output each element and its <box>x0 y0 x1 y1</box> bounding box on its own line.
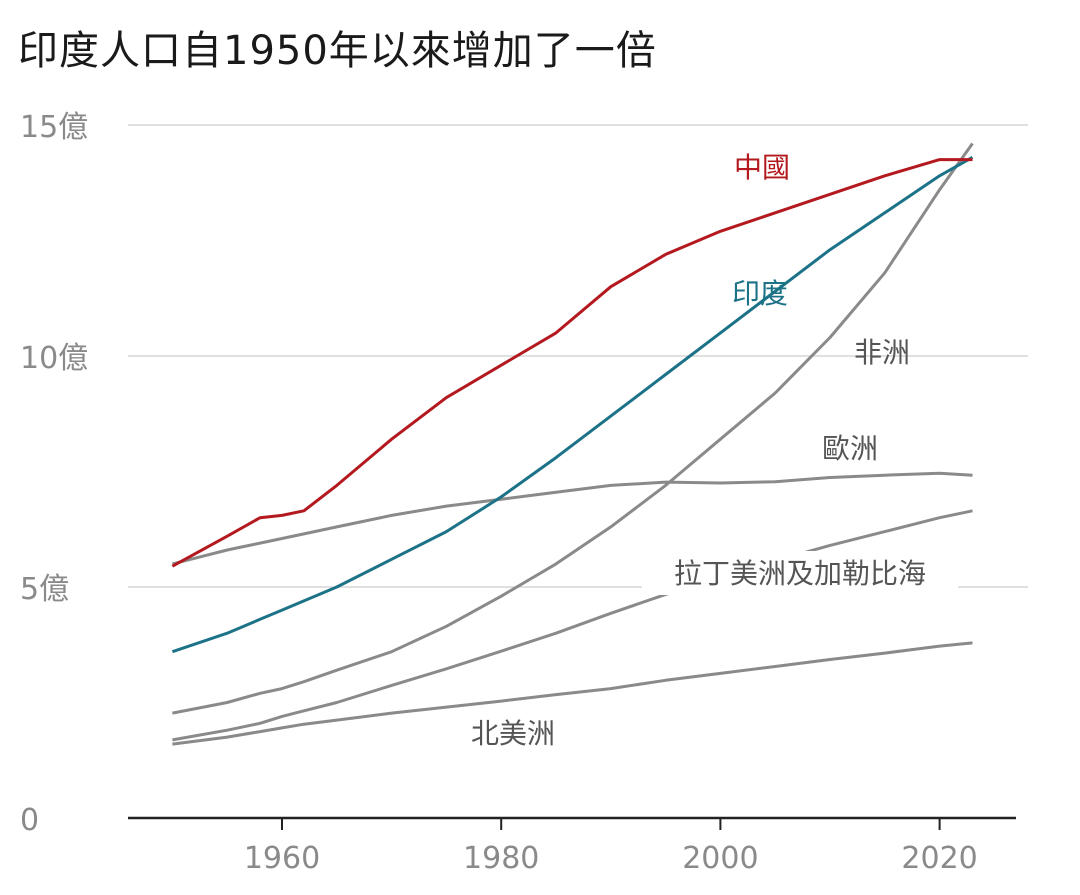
x-tick-label: 1960 <box>244 841 320 876</box>
y-tick-label: 15億 <box>20 110 88 145</box>
x-tick-label: 1980 <box>463 841 539 876</box>
series-label: 非洲 <box>854 336 910 369</box>
series-label: 歐洲 <box>822 432 878 465</box>
series-line-5 <box>172 641 973 746</box>
series-label: 中國 <box>734 151 790 184</box>
series-line-4 <box>172 509 973 742</box>
series-line-1 <box>171 155 974 654</box>
series-label: 北美洲 <box>471 717 555 750</box>
y-tick-label: 10億 <box>20 341 88 376</box>
y-tick-label: 5億 <box>20 572 69 607</box>
chart-title: 印度人口自1950年以來增加了一倍 <box>18 28 657 74</box>
x-tick-label: 2020 <box>901 841 977 876</box>
series-line-2 <box>172 142 974 715</box>
series-label: 印度 <box>732 277 788 310</box>
x-tick-label: 2000 <box>682 841 758 876</box>
y-tick-label: 0 <box>20 803 39 838</box>
series-line-0 <box>171 158 973 568</box>
series-line-3 <box>172 471 973 566</box>
label-background <box>642 551 958 595</box>
series-label: 拉丁美洲及加勒比海 <box>674 557 926 590</box>
